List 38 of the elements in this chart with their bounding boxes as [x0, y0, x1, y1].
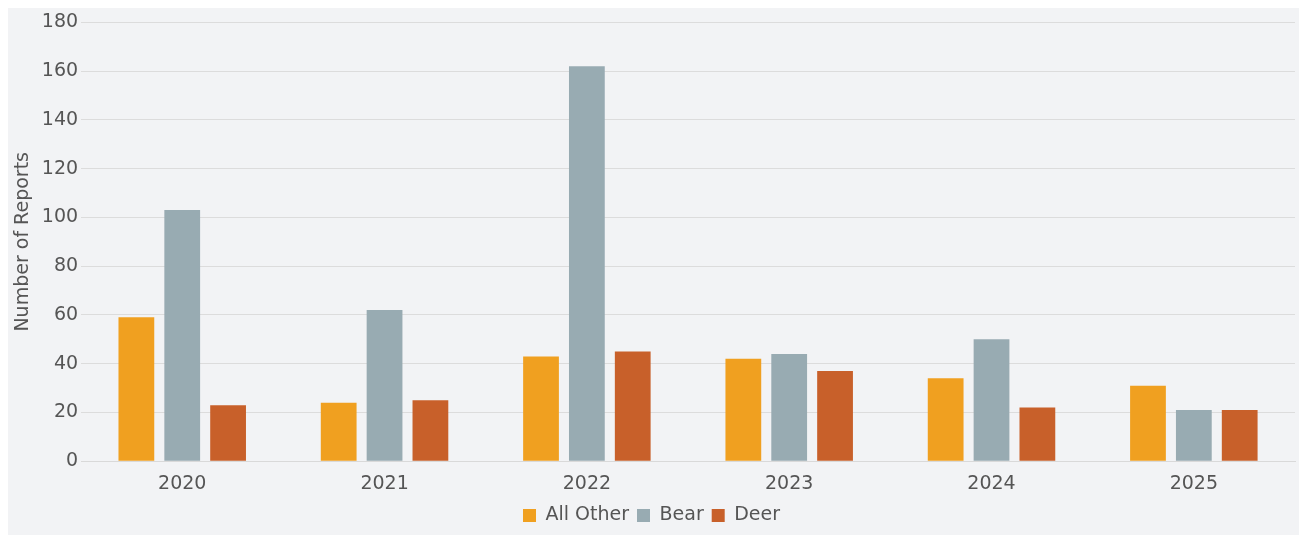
bar [927, 378, 964, 461]
x-tick-label: 2022 [562, 470, 612, 493]
y-tick-label: 0 [65, 448, 79, 471]
bar [973, 339, 1010, 461]
bar [320, 402, 357, 461]
bar [523, 356, 559, 461]
y-tick-label: 40 [53, 350, 79, 373]
bar [725, 358, 762, 461]
y-axis-title: Number of Reports [10, 152, 33, 332]
bar [817, 371, 853, 461]
y-tick-label: 80 [53, 253, 79, 276]
bar [614, 351, 651, 461]
bar [1221, 410, 1258, 461]
y-tick-label: 100 [41, 204, 79, 227]
bar [568, 66, 605, 461]
bar [164, 210, 201, 461]
bar [118, 317, 155, 461]
bar [1130, 385, 1166, 461]
x-tick-label: 2021 [360, 470, 409, 493]
y-tick-label: 160 [41, 58, 79, 81]
bar [1019, 407, 1056, 461]
legend-label: Deer [734, 502, 781, 525]
legend-label: All Other [545, 502, 630, 525]
y-tick-label: 60 [53, 301, 79, 324]
bar [210, 405, 246, 461]
bar [771, 353, 808, 461]
bar [366, 310, 403, 461]
y-tick-label: 140 [41, 106, 79, 129]
x-tick-label: 2020 [158, 470, 207, 493]
legend-label: Bear [659, 502, 704, 525]
bar [412, 400, 449, 461]
x-tick-label: 2024 [967, 470, 1016, 493]
x-tick-label: 2025 [1169, 470, 1219, 493]
bar [1175, 410, 1212, 461]
x-tick-label: 2023 [765, 470, 814, 493]
y-tick-label: 120 [41, 155, 79, 178]
y-tick-label: 20 [53, 399, 79, 422]
y-tick-label: 180 [41, 9, 79, 32]
